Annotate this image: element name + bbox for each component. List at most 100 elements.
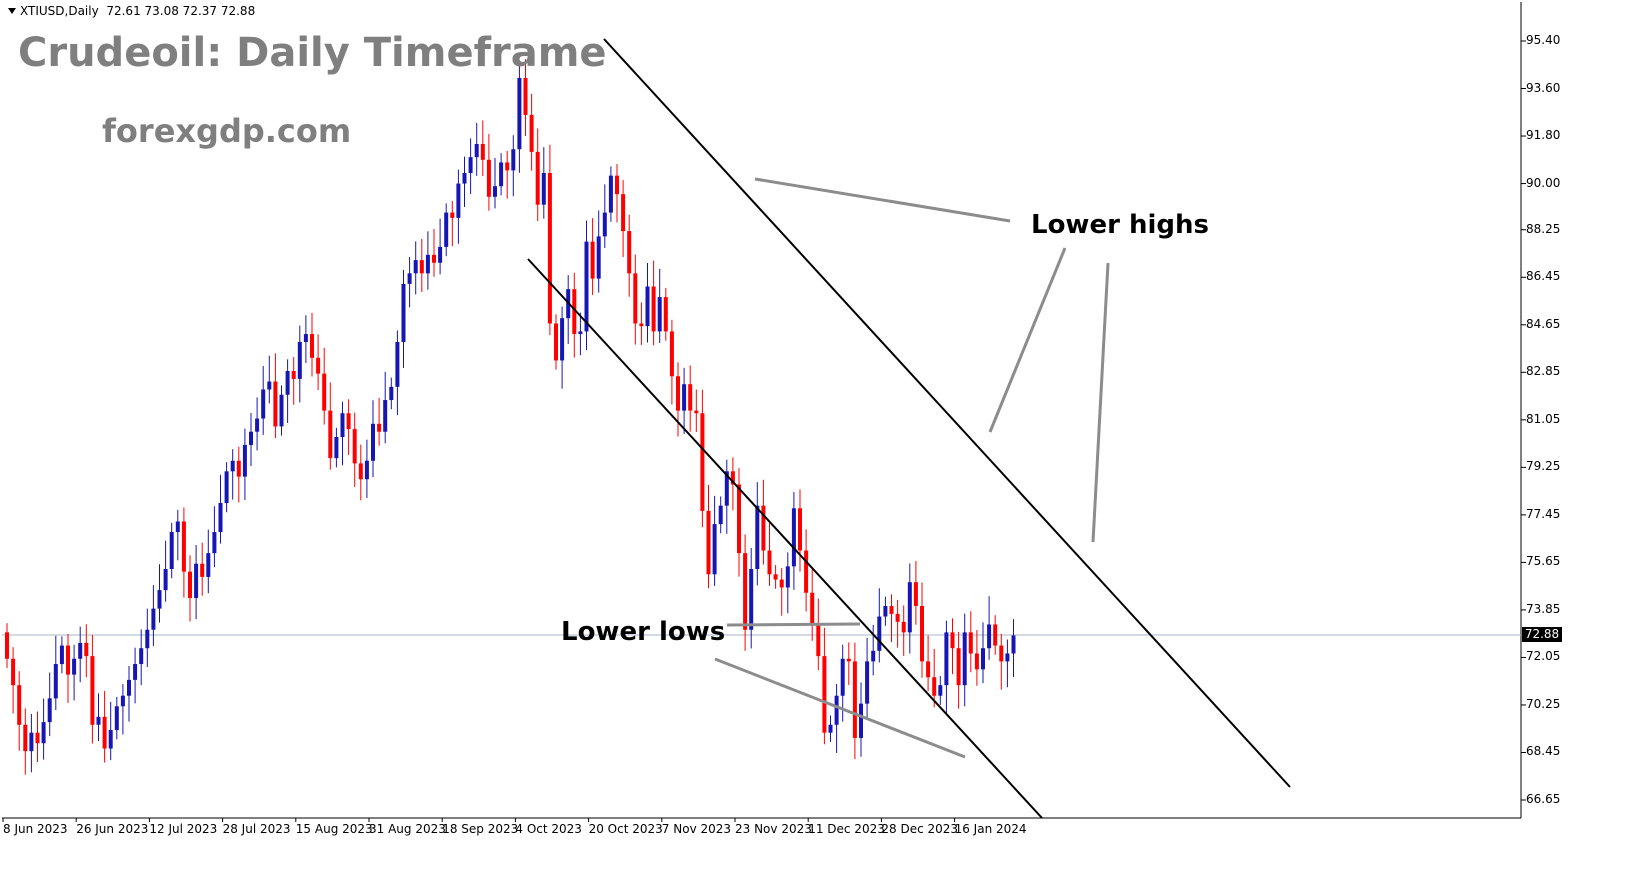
bull-candle [608,175,613,213]
bull-candle [907,582,912,633]
x-axis-tick-marks [2,818,956,822]
chart-ohlc: 72.61 73.08 72.37 72.88 [106,4,256,18]
bull-candle [114,706,119,731]
x-tick-label: 20 Oct 2023 [588,822,663,836]
bear-candle [621,194,626,232]
bull-candle [840,658,845,696]
bear-candle [181,521,186,572]
candles [5,59,1016,775]
bear-candle [895,613,900,622]
bull-candle [218,503,223,533]
bear-candle [346,413,351,430]
y-tick-label: 86.45 [1526,269,1561,284]
arrow-lower-high-2 [988,247,1067,433]
bull-candle [285,371,290,395]
bear-candle [920,605,924,662]
bear-candle [773,574,778,580]
bear-candle [761,505,766,551]
y-tick-label: 73.85 [1526,601,1561,616]
bear-candle [669,331,674,377]
bear-candle [926,661,931,678]
bear-candle [999,645,1004,662]
bear-candle [798,508,802,551]
bull-candle [279,394,284,427]
bear-candle [90,656,95,725]
bull-candle [517,77,522,150]
y-tick-label: 70.25 [1526,696,1561,711]
bull-candle [871,650,876,662]
bull-candle [340,413,345,437]
bull-candle [456,183,461,218]
bear-candle [322,373,327,411]
bear-candle [993,624,998,646]
bear-candle [676,376,680,411]
bull-candle [163,569,168,591]
arrow-lower-low-2 [714,657,966,759]
bull-candle [511,149,516,171]
bull-candle [981,648,985,670]
y-tick-label: 84.65 [1526,316,1561,331]
bull-candle [297,341,302,379]
bear-candle [804,550,809,593]
bear-candle [889,605,894,614]
bear-candle [547,173,552,324]
bull-candle [462,173,467,184]
bull-candle [47,698,52,723]
bear-candle [273,381,278,427]
y-tick-label: 91.80 [1526,128,1561,143]
bull-candle [718,505,723,525]
bull-candle [541,173,546,205]
bull-candle [987,624,992,649]
bull-candle [151,608,156,630]
bull-candle [602,212,607,237]
bull-candle [407,273,412,284]
bear-candle [23,724,28,752]
bull-candle [303,334,308,342]
bear-candle [480,143,485,160]
chart-title: Crudeoil: Daily Timeframe [18,30,607,76]
bear-candle [188,571,192,599]
bear-candle [11,658,16,686]
bear-candle [627,231,632,274]
bull-candle [78,642,83,659]
bear-candle [822,656,827,733]
bull-candle [53,664,58,699]
bear-candle [615,175,619,195]
bull-candle [877,616,882,651]
bear-candle [956,648,961,686]
bear-candle [706,510,711,575]
website-watermark: forexgdp.com [102,112,352,150]
bear-candle [572,289,577,335]
lower-channel-line [527,258,1043,819]
bear-candle [432,254,436,263]
y-tick-label: 68.45 [1526,744,1561,759]
bull-candle [72,658,77,675]
bear-candle [590,241,595,279]
y-tick-label: 90.00 [1526,175,1561,190]
bear-candle [767,550,772,575]
dropdown-triangle-icon[interactable] [8,8,16,14]
bear-candle [66,645,70,675]
arrow-lower-high-3 [1091,262,1110,543]
y-tick-label: 66.65 [1526,792,1561,806]
bear-candle [352,429,357,464]
bull-candle [785,566,790,588]
bear-candle [505,162,510,171]
bull-candle [584,241,589,332]
y-tick-label: 93.60 [1526,80,1561,95]
bear-candle [639,323,644,327]
bear-candle [816,624,821,657]
bull-candle [194,563,199,599]
bull-candle [438,246,443,263]
x-tick-label: 12 Jul 2023 [149,822,218,836]
x-tick-label: 7 Nov 2023 [661,822,732,836]
bear-candle [328,410,333,459]
bull-candle [712,524,717,575]
bear-candle [901,621,906,633]
x-tick-label: 31 Aug 2023 [369,822,446,836]
bull-candle [108,730,113,749]
x-tick-label: 26 Jun 2023 [76,822,149,836]
bear-candle [779,579,784,588]
bear-candle [663,297,668,332]
bear-candle [377,423,382,432]
